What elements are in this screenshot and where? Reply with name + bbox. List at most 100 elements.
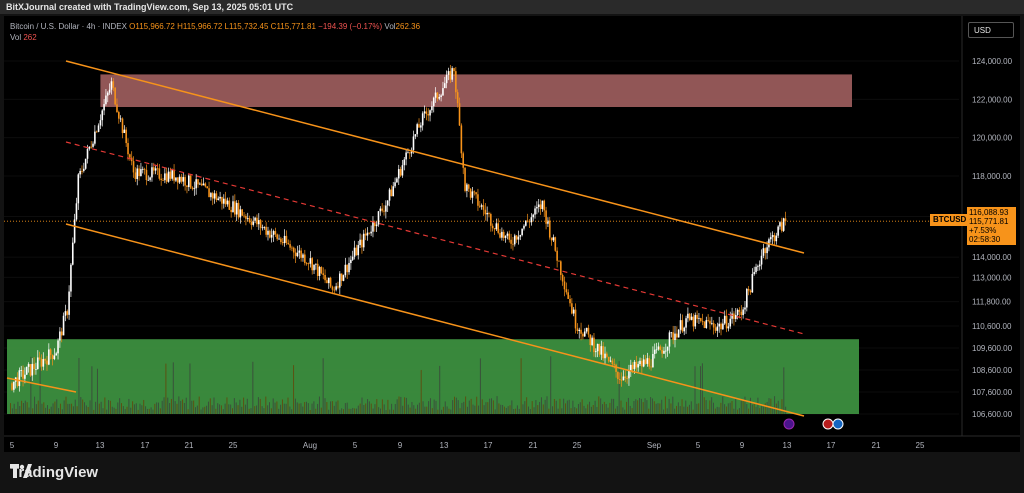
candle-body — [313, 264, 315, 271]
volume-bar — [687, 406, 689, 414]
candle-body — [350, 259, 352, 264]
candle-body — [777, 226, 779, 236]
candle-body — [464, 167, 466, 191]
volume-bar — [725, 406, 727, 414]
volume-bar — [729, 402, 731, 414]
candle-body — [414, 134, 417, 137]
candle-body — [438, 96, 441, 99]
volume-bar — [311, 403, 313, 414]
candle-body — [392, 186, 395, 197]
candle-body — [298, 250, 301, 253]
volume-bar — [642, 402, 644, 414]
volume-bar — [516, 405, 518, 414]
volume-bar — [130, 407, 132, 414]
volume-bar — [394, 403, 396, 414]
volume-bar — [491, 398, 492, 414]
volume-bar — [498, 403, 500, 414]
price-change-label: +7.53% — [969, 226, 997, 235]
candle-body — [346, 264, 348, 273]
volume-bar — [552, 406, 554, 414]
volume-bar — [435, 400, 437, 414]
volume-bar — [135, 403, 137, 414]
candle-body — [241, 209, 244, 216]
volume-bar — [219, 404, 221, 414]
volume-bar — [256, 405, 258, 414]
volume-bar — [58, 408, 60, 414]
volume-bar — [241, 406, 243, 414]
volume-bar — [224, 403, 226, 414]
volume-bar — [605, 403, 607, 414]
volume-bar — [565, 403, 566, 414]
candle-body — [357, 245, 360, 256]
candle-body — [784, 218, 787, 222]
currency-button[interactable]: USD — [968, 22, 1014, 38]
candle-body — [679, 320, 682, 330]
volume-bar — [374, 404, 376, 414]
x-tick-label: 13 — [440, 441, 449, 450]
volume-bar — [161, 400, 163, 414]
candle-body — [423, 111, 426, 114]
volume-bar — [718, 407, 720, 414]
volume-bar — [306, 401, 307, 414]
tradingview-logo[interactable]: TradingView — [10, 464, 98, 481]
candle-body — [208, 188, 210, 198]
candle-body — [757, 266, 759, 268]
chart-area[interactable]: 106,600.00 107,600.00 108,600.00 109,600.00… — [4, 16, 1020, 452]
volume-bar — [211, 405, 213, 414]
volume-bar — [429, 398, 431, 414]
candle-body — [164, 173, 166, 181]
volume-bar — [126, 406, 128, 414]
volume-bar — [285, 403, 287, 414]
candle-body — [281, 242, 284, 244]
legend-low: L115,732.45 — [224, 22, 269, 31]
volume-bar — [637, 400, 639, 414]
price-chart[interactable]: 106,600.00 107,600.00 108,600.00 109,600.00… — [4, 16, 1020, 452]
candle-body — [460, 125, 463, 154]
candle-body — [143, 168, 146, 170]
x-tick-label: Aug — [303, 441, 317, 450]
candle-body — [123, 129, 126, 134]
volume-bar — [11, 408, 13, 414]
candle-body — [699, 318, 702, 321]
volume-bar — [380, 408, 381, 414]
volume-bar — [159, 408, 161, 414]
candle-body — [571, 303, 573, 314]
candle-body — [33, 363, 35, 370]
candle-body — [513, 235, 516, 245]
volume-bar — [724, 404, 726, 414]
candle-body — [261, 227, 264, 229]
candle-body — [405, 152, 407, 160]
candle-body — [537, 204, 540, 208]
volume-bar — [19, 406, 21, 414]
candle-body — [326, 280, 328, 284]
volume-bar — [367, 399, 369, 414]
volume-bar — [98, 403, 100, 414]
candle-body — [526, 220, 529, 222]
volume-bar — [237, 405, 239, 414]
volume-bar — [383, 404, 385, 414]
volume-bar — [485, 402, 487, 414]
candle-body — [154, 168, 157, 171]
candle-body — [99, 120, 102, 126]
candle-body — [49, 349, 52, 355]
volume-bar — [200, 409, 202, 414]
candle-body — [158, 168, 161, 179]
volume-bar — [148, 408, 150, 414]
candle-body — [440, 95, 442, 97]
candle-body — [191, 187, 194, 190]
volume-bar — [30, 356, 32, 414]
volume-bar — [566, 400, 568, 414]
volume-bar — [344, 403, 346, 414]
candle-body — [222, 198, 225, 204]
candle-body — [342, 275, 345, 281]
candle-body — [731, 313, 733, 319]
y-tick-label: 107,600.00 — [972, 388, 1013, 397]
candle-body — [462, 153, 465, 168]
countdown-label: 02:58:30 — [969, 235, 1001, 244]
volume-bar — [72, 406, 74, 414]
candle-body — [431, 106, 433, 111]
volume-bar — [470, 398, 472, 414]
candle-body — [630, 364, 632, 371]
candle-body — [596, 343, 599, 352]
volume-bar — [222, 409, 224, 414]
